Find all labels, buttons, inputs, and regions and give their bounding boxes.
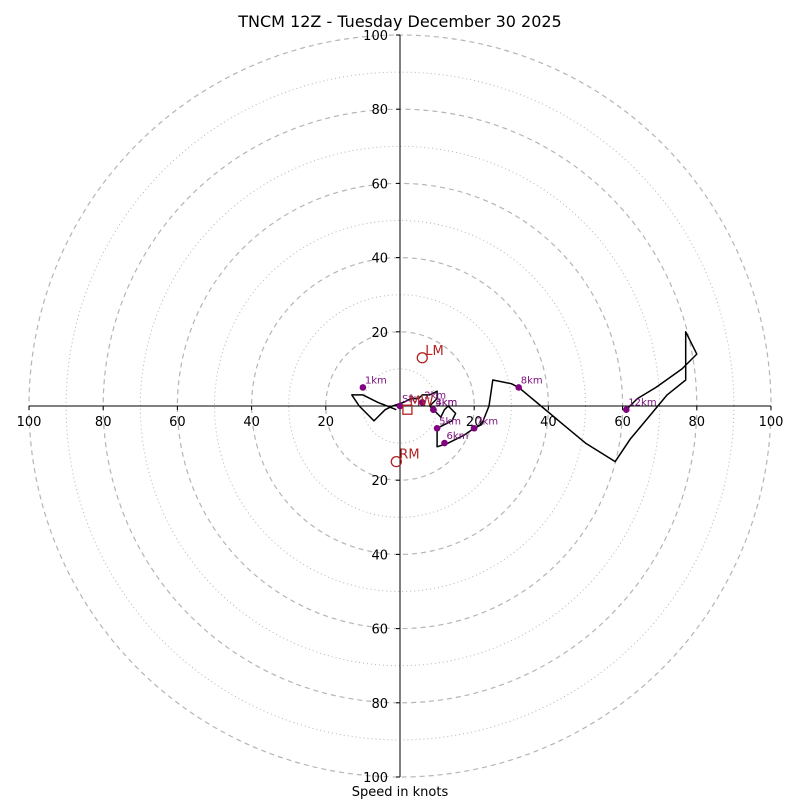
x-axis-label: Speed in knots — [352, 785, 449, 800]
y-tick-label: 80 — [371, 697, 388, 712]
x-tick-label: 100 — [17, 415, 42, 430]
height-marker-7km-label: 7km — [476, 416, 498, 427]
height-marker-1km — [359, 384, 367, 391]
tick-labels: 100 80 60 40 20 20 40 60 80 100100806040202040608… — [17, 29, 784, 786]
x-tick-label: 40 — [540, 415, 557, 430]
y-tick-label: 40 — [371, 548, 388, 563]
height-marker-3km-label: 3km — [435, 398, 457, 409]
x-tick-label: 60 — [169, 415, 186, 430]
chart-title: TNCM 12Z - Tuesday December 30 2025 — [237, 12, 561, 31]
height-marker-8km-label: 8km — [521, 375, 543, 386]
y-tick-label: 80 — [371, 103, 388, 118]
x-tick-label: 80 — [95, 415, 112, 430]
storm-motion-markers: LM RM MW — [390, 344, 444, 468]
height-marker-sfc — [396, 402, 404, 410]
height-marker-1km-label: 1km — [365, 375, 387, 386]
y-tick-label: 20 — [371, 326, 388, 341]
x-tick-label: 20 — [318, 415, 335, 430]
x-tick-label: 100 — [759, 415, 784, 430]
x-tick-label: 60 — [614, 415, 631, 430]
hodograph-trace — [351, 331, 698, 463]
height-marker-6km — [441, 439, 448, 447]
motion-marker-lm-label: LM — [425, 344, 443, 359]
height-marker-8km — [515, 384, 523, 391]
x-tick-label: 40 — [243, 415, 260, 430]
y-tick-label: 60 — [371, 177, 388, 192]
motion-marker-mw — [402, 404, 413, 415]
height-marker-4km-label: 4km — [435, 398, 457, 409]
y-tick-label: 60 — [371, 623, 388, 638]
y-tick-label: 40 — [371, 252, 388, 267]
height-marker-2km — [418, 398, 426, 406]
motion-marker-rm-label: RM — [399, 448, 419, 463]
y-tick-label: 100 — [363, 771, 388, 786]
motion-marker-rm — [390, 455, 402, 468]
height-marker-4km — [430, 406, 437, 414]
motion-marker-lm — [416, 352, 428, 364]
height-marker-5km — [433, 424, 441, 432]
height-marker-sfc-label: Sfc — [402, 394, 417, 405]
height-marker-2km-label: 2km — [424, 390, 446, 401]
y-tick-label: 100 — [363, 29, 388, 44]
height-marker-6km-label: 6km — [447, 431, 469, 442]
height-marker-5km-label: 5km — [439, 416, 461, 427]
height-marker-12km — [623, 406, 630, 414]
motion-marker-mw-label: MW — [409, 395, 433, 410]
height-marker-12km-label: 12km — [628, 398, 656, 409]
x-tick-label: 80 — [689, 415, 706, 430]
y-tick-label: 20 — [371, 474, 388, 489]
wind-trace-line — [351, 331, 698, 463]
height-marker-7km — [470, 424, 478, 432]
